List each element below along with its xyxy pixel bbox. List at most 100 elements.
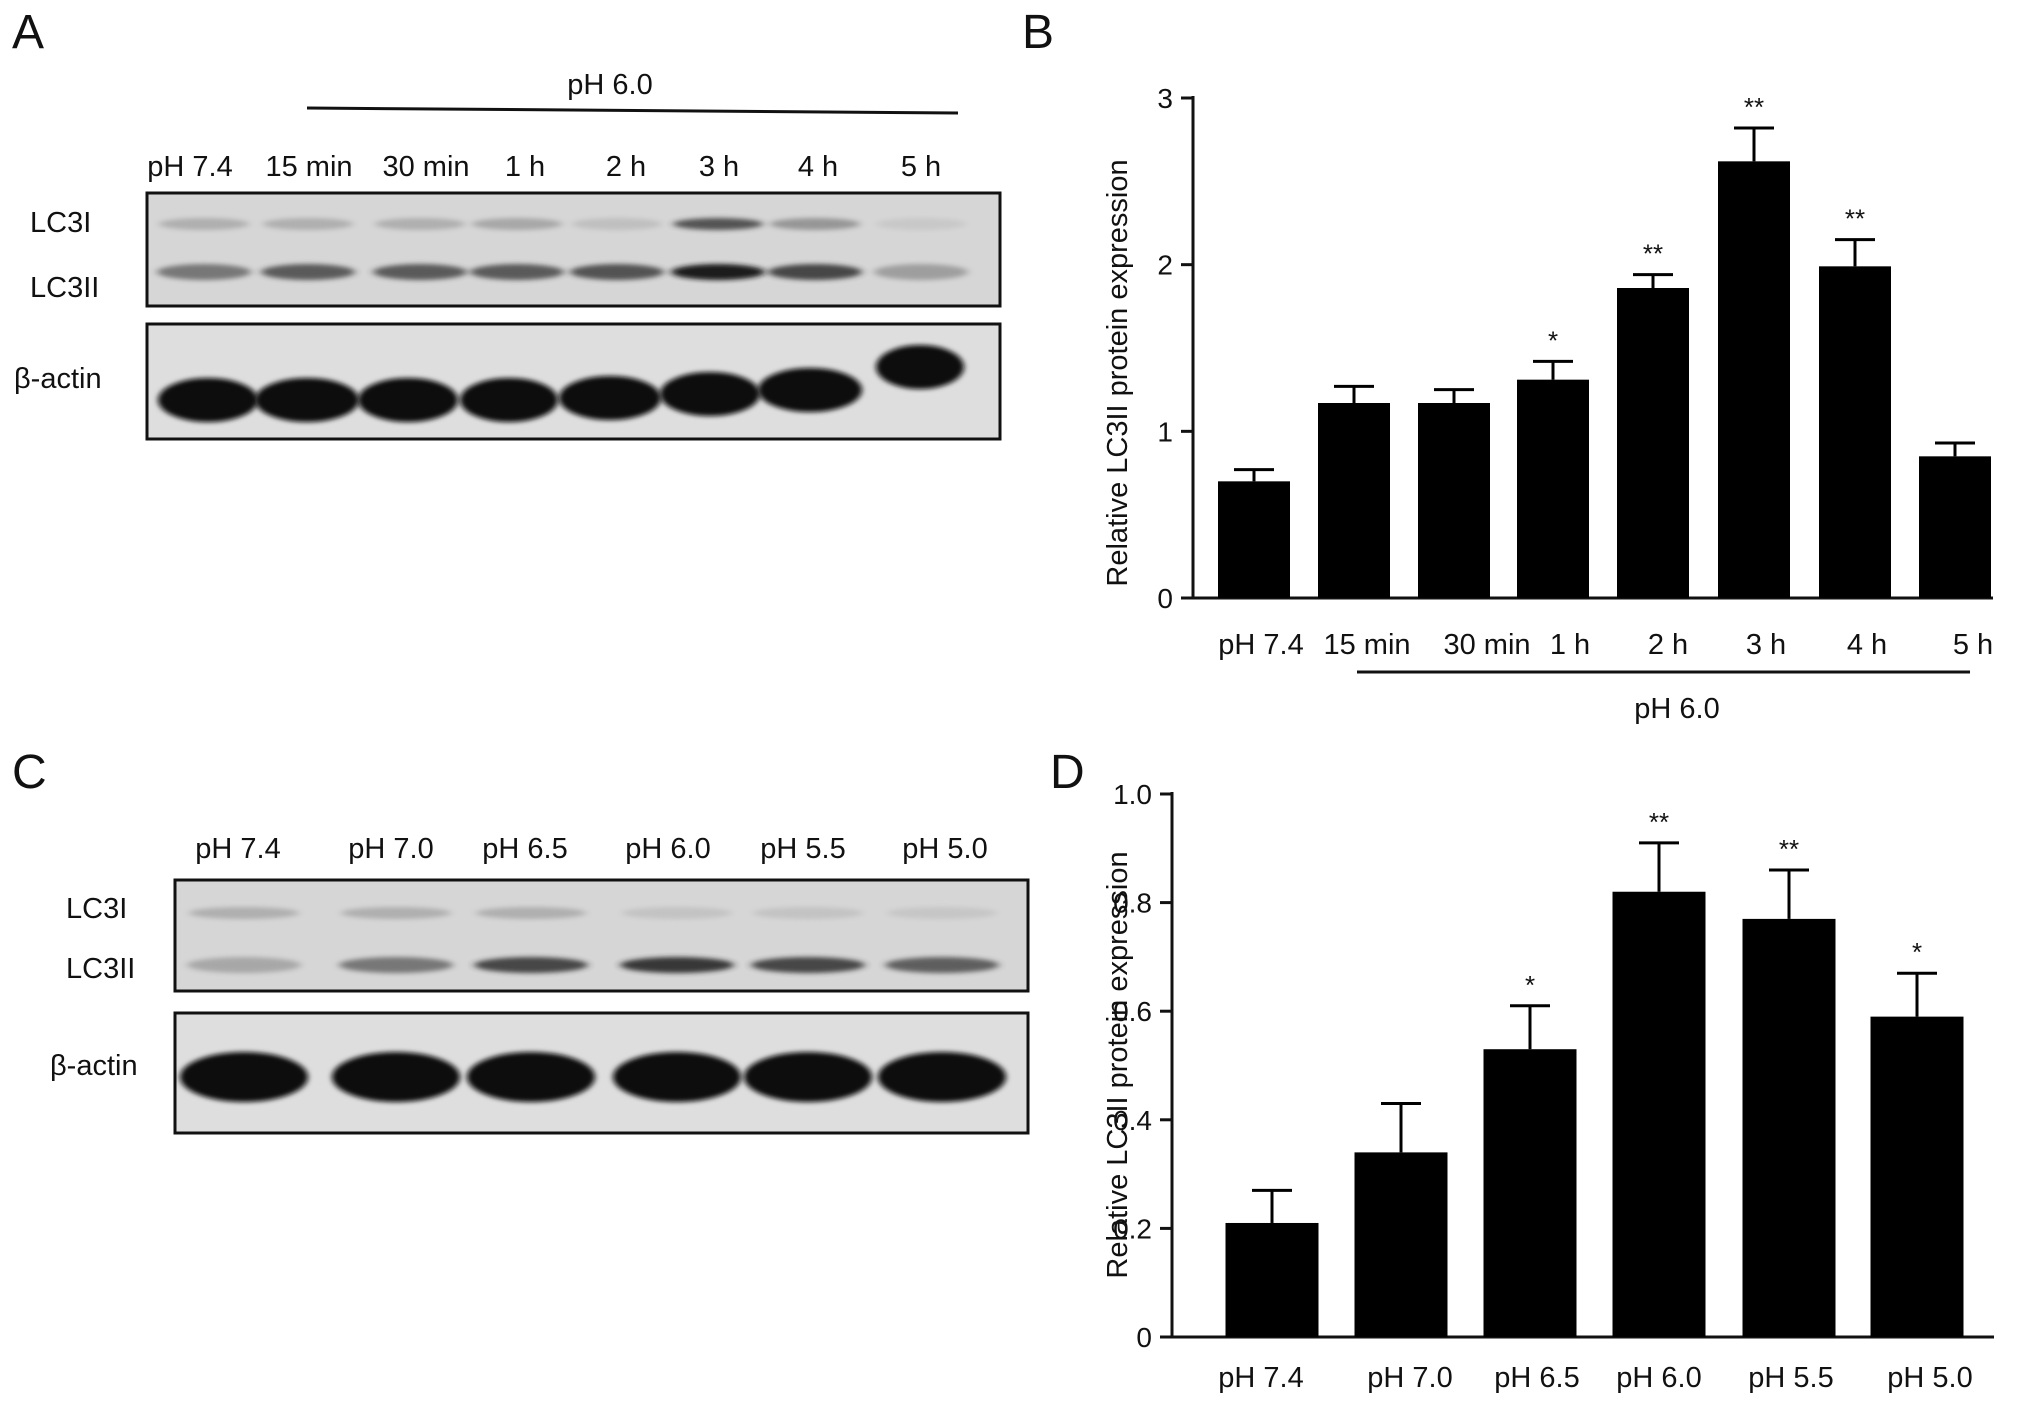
y-tick-label: 0 bbox=[1136, 1322, 1152, 1353]
panel-c: C pH 7.4 pH 7.0 pH 6.5 pH 6.0 pH 5.5 pH … bbox=[12, 746, 1030, 1135]
x-tick-label: pH 5.0 bbox=[1887, 1362, 1972, 1394]
lc3ii-band bbox=[339, 957, 453, 973]
lane-label: pH 5.5 bbox=[760, 833, 845, 865]
lc3i-band bbox=[770, 218, 860, 230]
blot-a-lc3ii-bands bbox=[157, 264, 968, 280]
lc3ii-band bbox=[373, 264, 467, 280]
panel-c-lane-labels: pH 7.4 pH 7.0 pH 6.5 pH 6.0 pH 5.5 pH 5.… bbox=[195, 833, 987, 865]
significance-label: ** bbox=[1649, 807, 1669, 837]
lc3i-band bbox=[887, 907, 997, 919]
lane-label: 4 h bbox=[798, 151, 838, 183]
lc3ii-band bbox=[751, 957, 865, 973]
y-tick-label: 0.4 bbox=[1113, 1105, 1152, 1136]
bar bbox=[1517, 379, 1589, 598]
lc3i-band bbox=[189, 907, 299, 919]
actin-band bbox=[559, 376, 661, 420]
lc3i-band bbox=[472, 218, 562, 230]
bar bbox=[1742, 918, 1836, 1337]
lc3ii-band bbox=[157, 264, 251, 280]
y-tick-label: 3 bbox=[1157, 83, 1173, 114]
lc3i-band bbox=[476, 907, 586, 919]
y-tick-label: 1 bbox=[1157, 416, 1173, 447]
panel-a-lane-labels: pH 7.4 15 min 30 min 1 h 2 h 3 h 4 h 5 h bbox=[147, 151, 941, 183]
bar bbox=[1819, 266, 1891, 598]
panel-a: A pH 6.0 pH 7.4 15 min 30 min 1 h 2 h 3 … bbox=[12, 6, 1002, 441]
blot-c-lc3 bbox=[173, 878, 1030, 993]
panel-a-header: pH 6.0 bbox=[567, 69, 652, 101]
row-label-lc3ii: LC3II bbox=[30, 272, 99, 304]
lc3i-band bbox=[622, 907, 732, 919]
bar bbox=[1483, 1049, 1577, 1337]
x-tick-label: 2 h bbox=[1648, 629, 1688, 661]
significance-label: * bbox=[1548, 325, 1558, 355]
lc3ii-band bbox=[874, 264, 968, 280]
lane-label: pH 7.0 bbox=[348, 833, 433, 865]
row-label-actin: β-actin bbox=[14, 363, 102, 395]
panel-b-letter: B bbox=[1022, 6, 1054, 59]
blot-c-lc3ii-bands bbox=[187, 957, 999, 973]
actin-band bbox=[878, 1052, 1006, 1102]
actin-band bbox=[467, 1052, 595, 1102]
lane-label: 5 h bbox=[901, 151, 941, 183]
lc3i-band bbox=[673, 218, 763, 230]
chart-b-group-label: pH 6.0 bbox=[1634, 693, 1719, 725]
actin-band bbox=[158, 378, 258, 422]
blot-c-lc3i-bands bbox=[189, 907, 997, 919]
lane-label: pH 5.0 bbox=[902, 833, 987, 865]
actin-band bbox=[660, 372, 760, 416]
lane-label: pH 6.5 bbox=[482, 833, 567, 865]
bar bbox=[1225, 1222, 1319, 1337]
chart-b-plot: 0 1 2 3 pH 7.4 15 min 30 min * 1 h ** 2 h ** 3 h ** 4 … bbox=[1157, 83, 1993, 674]
y-tick-label: 0.2 bbox=[1113, 1213, 1152, 1244]
lc3ii-band bbox=[671, 264, 765, 280]
bar bbox=[1318, 403, 1390, 598]
lane-label: pH 6.0 bbox=[625, 833, 710, 865]
lane-label: 2 h bbox=[606, 151, 646, 183]
lc3ii-band bbox=[885, 957, 999, 973]
lc3ii-band bbox=[470, 264, 564, 280]
actin-band bbox=[460, 378, 558, 422]
bar bbox=[1354, 1152, 1448, 1337]
panel-a-header-line bbox=[306, 106, 959, 115]
lc3i-band bbox=[375, 218, 465, 230]
blot-c-actin-bands bbox=[180, 1052, 1006, 1102]
actin-band bbox=[332, 1052, 460, 1102]
actin-band bbox=[876, 345, 964, 389]
significance-label: * bbox=[1525, 970, 1535, 1000]
panel-c-letter: C bbox=[12, 746, 47, 799]
row-label-lc3i: LC3I bbox=[66, 893, 127, 925]
actin-band bbox=[758, 368, 862, 412]
lane-label: 3 h bbox=[699, 151, 739, 183]
y-tick-label: 0.8 bbox=[1113, 888, 1152, 919]
lc3ii-band bbox=[261, 264, 355, 280]
lane-label: pH 7.4 bbox=[147, 151, 232, 183]
panel-a-letter: A bbox=[12, 6, 44, 59]
lane-label: 15 min bbox=[265, 151, 352, 183]
chart-d-plot: 0 0.2 0.4 0.6 0.8 1.0 pH 7.4 pH 7.0 * pH 6.5 ** pH … bbox=[1113, 779, 1994, 1394]
lane-label: pH 7.4 bbox=[195, 833, 280, 865]
blot-a-actin-bands bbox=[158, 345, 964, 422]
bar bbox=[1919, 456, 1991, 598]
lc3ii-band bbox=[187, 957, 301, 973]
row-label-lc3i: LC3I bbox=[30, 207, 91, 239]
lc3i-band bbox=[572, 218, 662, 230]
blot-a-actin bbox=[145, 322, 1002, 441]
bar bbox=[1870, 1016, 1964, 1337]
y-tick-label: 1.0 bbox=[1113, 779, 1152, 810]
significance-label: ** bbox=[1643, 239, 1663, 269]
bar bbox=[1718, 161, 1790, 599]
y-tick-label: 0 bbox=[1157, 583, 1173, 614]
lc3i-band bbox=[263, 218, 353, 230]
panel-b: B Relative LC3II protein expression pH 6… bbox=[1022, 6, 1993, 725]
lc3i-band bbox=[159, 218, 249, 230]
panel-d-letter: D bbox=[1050, 746, 1085, 799]
actin-band bbox=[744, 1052, 872, 1102]
lane-label: 30 min bbox=[382, 151, 469, 183]
bar bbox=[1617, 288, 1689, 598]
row-label-actin: β-actin bbox=[50, 1050, 138, 1082]
lc3i-band bbox=[753, 907, 863, 919]
actin-band bbox=[255, 378, 359, 422]
x-tick-label: 5 h bbox=[1953, 629, 1993, 661]
